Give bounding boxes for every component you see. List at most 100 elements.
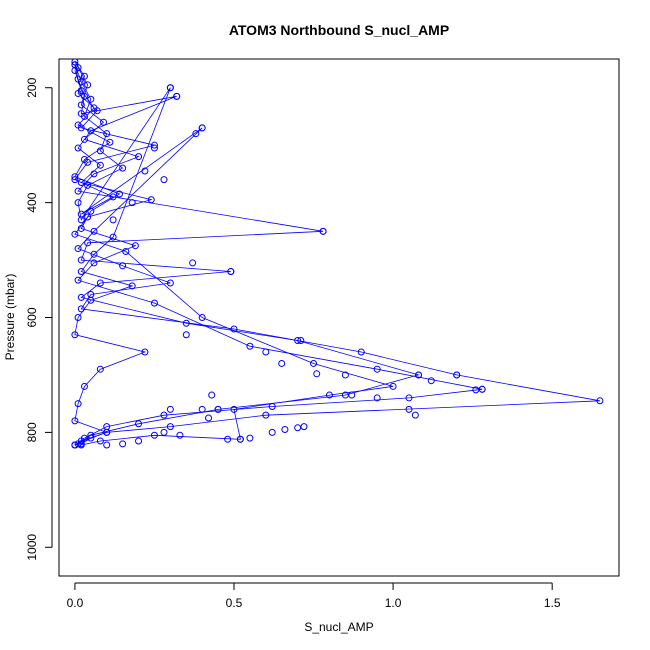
series-line <box>77 67 420 445</box>
data-point <box>166 279 174 287</box>
data-point <box>341 371 349 379</box>
data-point <box>182 331 190 339</box>
data-point <box>80 92 88 100</box>
data-point <box>90 259 98 267</box>
data-point <box>300 423 308 431</box>
data-point <box>87 127 95 135</box>
data-point <box>84 213 92 221</box>
data-point <box>141 348 149 356</box>
data-point <box>357 348 365 356</box>
data-point <box>135 153 143 161</box>
data-point <box>77 179 85 187</box>
y-axis: 200 400 600 800 1000 <box>25 77 53 561</box>
plot-frame <box>58 58 620 577</box>
data-point <box>119 440 127 448</box>
data-point <box>246 342 254 350</box>
data-point <box>147 196 155 204</box>
data-point <box>411 411 419 419</box>
y-axis-label: Pressure (mbar) <box>3 274 17 361</box>
data-point <box>74 276 82 284</box>
data-point <box>294 336 302 344</box>
x-axis: 0.0 0.5 1.0 1.5 <box>67 582 561 610</box>
data-point <box>109 193 117 201</box>
data-point <box>373 394 381 402</box>
data-point <box>160 411 168 419</box>
data-point <box>103 130 111 138</box>
data-point <box>192 130 200 138</box>
data-point <box>150 141 158 149</box>
data-point <box>160 176 168 184</box>
data-point <box>119 262 127 270</box>
data-point <box>230 405 238 413</box>
x-tick-label: 0.0 <box>67 596 84 610</box>
series-layer <box>71 58 604 449</box>
data-point <box>96 279 104 287</box>
data-point <box>176 431 184 439</box>
data-point <box>74 245 82 253</box>
data-point <box>71 230 79 238</box>
y-tick-label: 600 <box>25 307 39 327</box>
data-point <box>135 420 143 428</box>
data-point <box>348 391 356 399</box>
data-point <box>80 382 88 390</box>
data-point <box>405 394 413 402</box>
data-point <box>106 138 114 146</box>
data-point <box>198 405 206 413</box>
data-point <box>182 319 190 327</box>
chart-title: ATOM3 Northbound S_nucl_AMP <box>229 22 449 38</box>
data-point <box>77 293 85 301</box>
data-point <box>173 92 181 100</box>
data-point <box>128 199 136 207</box>
data-point <box>77 441 85 449</box>
data-point <box>208 391 216 399</box>
data-point <box>96 437 104 445</box>
data-point <box>71 61 79 69</box>
data-point <box>71 417 79 425</box>
x-tick-label: 1.5 <box>544 596 561 610</box>
data-point <box>84 239 92 247</box>
data-point <box>122 247 130 255</box>
data-point <box>262 348 270 356</box>
x-tick-label: 0.5 <box>226 596 243 610</box>
data-point <box>109 216 117 224</box>
data-point <box>189 259 197 267</box>
data-point <box>246 434 254 442</box>
data-point <box>166 405 174 413</box>
data-point <box>87 291 95 299</box>
data-point <box>90 104 98 112</box>
data-point <box>405 405 413 413</box>
data-point <box>90 250 98 258</box>
data-point <box>74 314 82 321</box>
data-point <box>319 227 327 235</box>
data-point <box>310 359 318 367</box>
y-tick-label: 1000 <box>25 534 39 561</box>
data-point <box>71 173 79 181</box>
data-point <box>77 101 85 109</box>
y-tick-label: 800 <box>25 422 39 442</box>
data-point <box>224 435 232 443</box>
data-point <box>325 391 333 399</box>
data-point <box>77 305 85 313</box>
data-point <box>74 187 82 195</box>
x-tick-label: 1.0 <box>385 596 402 610</box>
data-point <box>109 233 117 241</box>
data-point <box>74 121 82 129</box>
data-point <box>96 161 104 169</box>
data-point <box>268 428 276 436</box>
y-tick-label: 200 <box>25 77 39 97</box>
data-point <box>150 144 158 152</box>
data-point <box>84 81 92 89</box>
data-point <box>103 423 111 431</box>
data-point <box>74 75 82 83</box>
data-point <box>77 268 85 276</box>
data-point <box>131 242 139 250</box>
data-point <box>87 431 95 439</box>
data-point <box>87 207 95 215</box>
data-point <box>166 84 174 92</box>
data-point <box>96 365 104 373</box>
data-point <box>294 424 302 432</box>
data-point <box>278 359 286 367</box>
data-point <box>313 370 321 378</box>
data-point <box>198 314 206 321</box>
